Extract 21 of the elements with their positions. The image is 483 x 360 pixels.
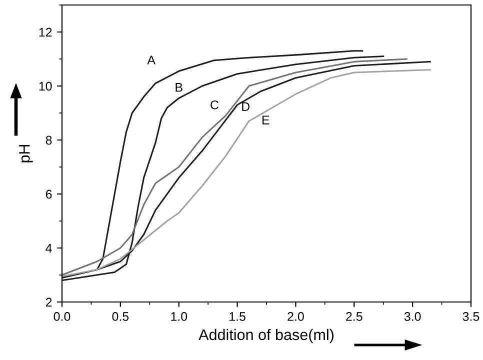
y-axis-title: pH	[19, 144, 33, 162]
x-tick-label: 3.5	[462, 312, 480, 321]
y-tick-label: 8	[46, 136, 52, 145]
annotation: A	[147, 56, 156, 64]
annotation: E	[262, 116, 270, 124]
x-tick-label: 0.0	[54, 312, 70, 321]
y-tick-label: 2	[46, 298, 52, 307]
x-tick-label: 1.5	[230, 312, 246, 321]
annotation: C	[210, 100, 219, 110]
x-tick-label: 0.5	[112, 312, 129, 321]
y-tick-label: 10	[39, 82, 52, 91]
x-tick-label: 3.0	[404, 312, 421, 321]
y-tick-label: 4	[46, 244, 52, 253]
y-tick-label: 6	[46, 190, 52, 199]
annotation: B	[176, 83, 182, 92]
x-tick-label: 2.5	[346, 312, 362, 321]
x-tick-label: 2.0	[288, 312, 304, 321]
x-axis-title: Addition of base(ml)	[198, 328, 334, 344]
y-tick-label: 12	[39, 28, 52, 37]
annotation: D	[242, 102, 250, 111]
x-tick-label: 1.0	[171, 312, 188, 321]
